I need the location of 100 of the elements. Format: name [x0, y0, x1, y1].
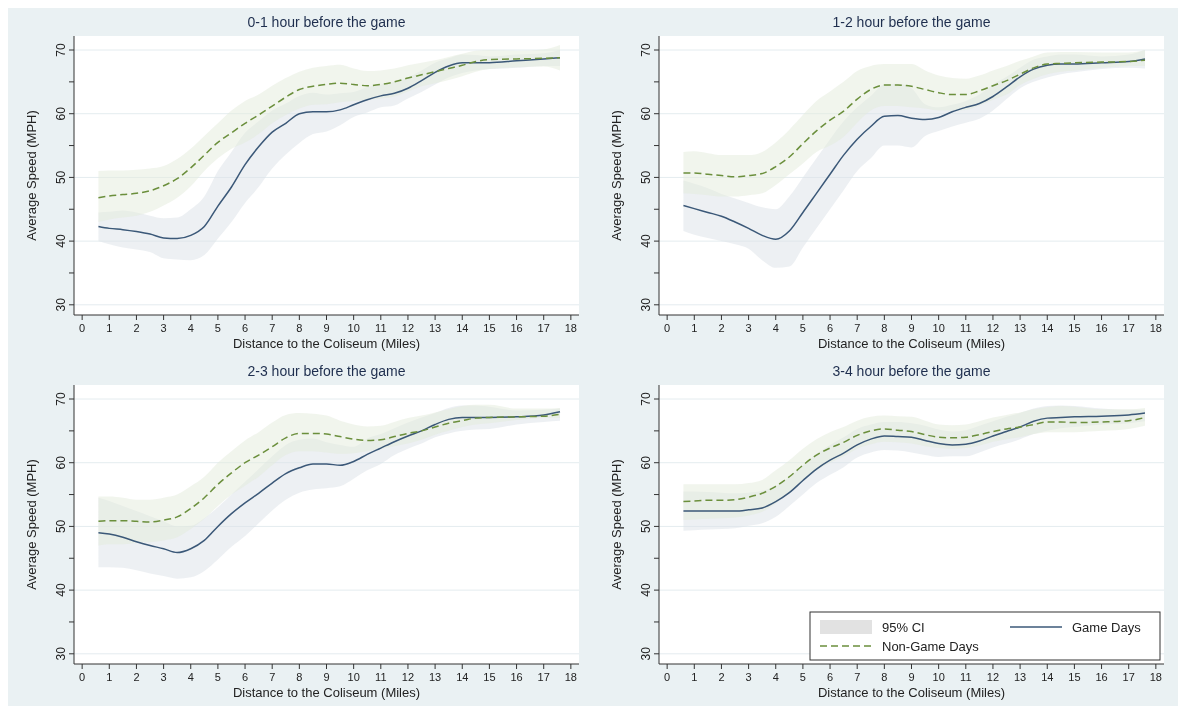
x-tick-label: 1 — [691, 671, 698, 683]
x-tick-label: 16 — [510, 671, 523, 683]
x-tick-label: 3 — [745, 322, 752, 334]
x-tick-label: 2 — [718, 671, 725, 683]
y-tick-label: 40 — [54, 234, 68, 248]
x-tick-label: 9 — [908, 322, 915, 334]
x-tick-label: 17 — [537, 322, 550, 334]
x-tick-label: 6 — [826, 322, 834, 334]
x-tick-label: 8 — [881, 671, 888, 683]
y-tick-label: 30 — [54, 297, 68, 312]
x-tick-label: 16 — [1095, 322, 1108, 334]
x-tick-label: 17 — [1122, 322, 1135, 334]
x-tick-label: 18 — [1149, 322, 1162, 334]
x-tick-label: 14 — [456, 322, 469, 334]
x-tick-label: 0 — [79, 322, 86, 334]
x-tick-label: 11 — [375, 671, 387, 683]
x-tick-label: 8 — [296, 671, 303, 683]
y-tick-label: 70 — [639, 392, 653, 406]
x-axis-title: Distance to the Coliseum (Miles) — [817, 336, 1006, 351]
x-tick-label: 12 — [401, 322, 415, 334]
x-tick-label: 11 — [960, 671, 972, 683]
x-tick-label: 13 — [1013, 671, 1027, 683]
x-tick-label: 5 — [799, 671, 806, 683]
chart-title: 3-4 hour before the game — [832, 363, 991, 379]
x-tick-label: 7 — [854, 322, 861, 334]
x-tick-label: 6 — [241, 671, 249, 683]
y-tick-label: 40 — [639, 234, 653, 248]
y-axis-title: Average Speed (MPH) — [24, 110, 39, 241]
x-tick-label: 0 — [664, 671, 671, 683]
x-tick-label: 3 — [745, 671, 752, 683]
x-tick-label: 1 — [106, 322, 113, 334]
x-tick-label: 7 — [854, 671, 861, 683]
x-tick-label: 14 — [1041, 322, 1054, 334]
x-tick-label: 10 — [347, 671, 360, 683]
x-tick-label: 13 — [428, 322, 442, 334]
x-tick-label: 12 — [986, 322, 1000, 334]
y-tick-label: 70 — [54, 43, 68, 57]
legend-label: Non-Game Days — [882, 638, 980, 654]
legend-label: Game Days — [1072, 619, 1142, 635]
chart-title: 1-2 hour before the game — [832, 14, 991, 30]
x-tick-label: 14 — [1041, 671, 1054, 683]
x-axis-title: Distance to the Coliseum (Miles) — [817, 685, 1006, 700]
x-tick-label: 1 — [106, 671, 113, 683]
y-tick-label: 60 — [639, 106, 653, 121]
x-tick-label: 9 — [323, 671, 330, 683]
y-tick-label: 30 — [54, 646, 68, 661]
x-tick-label: 0 — [664, 322, 671, 334]
x-tick-label: 3 — [160, 671, 167, 683]
y-tick-label: 50 — [639, 170, 653, 185]
x-tick-label: 16 — [1095, 671, 1108, 683]
x-tick-label: 18 — [564, 671, 577, 683]
y-tick-label: 40 — [54, 583, 68, 597]
line-series — [97, 413, 561, 523]
x-tick-label: 12 — [986, 671, 1000, 683]
x-tick-label: 7 — [269, 322, 276, 334]
x-tick-label: 17 — [537, 671, 550, 683]
x-tick-label: 2 — [133, 671, 140, 683]
x-tick-label: 16 — [510, 322, 523, 334]
x-tick-label: 1 — [691, 322, 698, 334]
x-tick-label: 15 — [1068, 322, 1081, 334]
x-tick-label: 5 — [799, 322, 806, 334]
x-tick-label: 15 — [483, 671, 496, 683]
x-axis-title: Distance to the Coliseum (Miles) — [232, 685, 421, 700]
y-axis-title: Average Speed (MPH) — [609, 459, 624, 590]
x-tick-label: 4 — [187, 671, 194, 683]
y-tick-label: 50 — [639, 519, 653, 534]
x-tick-label: 6 — [826, 671, 834, 683]
y-tick-label: 70 — [54, 392, 68, 406]
y-tick-label: 60 — [54, 455, 68, 470]
y-axis-title: Average Speed (MPH) — [24, 459, 39, 590]
x-tick-label: 14 — [456, 671, 469, 683]
x-tick-label: 10 — [932, 671, 945, 683]
x-tick-label: 10 — [347, 322, 360, 334]
x-tick-label: 0 — [79, 671, 86, 683]
x-tick-label: 15 — [1068, 671, 1081, 683]
line-series — [682, 59, 1146, 178]
y-tick-label: 30 — [639, 297, 653, 312]
x-tick-label: 2 — [133, 322, 140, 334]
y-tick-label: 60 — [639, 455, 653, 470]
x-tick-label: 7 — [269, 671, 276, 683]
x-tick-label: 17 — [1122, 671, 1135, 683]
x-tick-label: 13 — [1013, 322, 1027, 334]
y-tick-label: 40 — [639, 583, 653, 597]
line-series — [97, 56, 561, 199]
x-axis-title: Distance to the Coliseum (Miles) — [232, 336, 421, 351]
x-tick-label: 4 — [187, 322, 194, 334]
x-tick-label: 4 — [772, 671, 779, 683]
x-tick-label: 5 — [214, 322, 221, 334]
x-tick-label: 9 — [323, 322, 330, 334]
x-tick-label: 18 — [1149, 671, 1162, 683]
y-tick-label: 60 — [54, 106, 68, 121]
legend-title: 95% CI — [882, 619, 925, 635]
x-tick-label: 8 — [296, 322, 303, 334]
x-tick-label: 2 — [718, 322, 725, 334]
chart-title: 0-1 hour before the game — [247, 14, 406, 30]
chart-title: 2-3 hour before the game — [247, 363, 406, 379]
x-tick-label: 5 — [214, 671, 221, 683]
y-tick-label: 30 — [639, 646, 653, 661]
x-tick-label: 12 — [401, 671, 415, 683]
x-tick-label: 3 — [160, 322, 167, 334]
